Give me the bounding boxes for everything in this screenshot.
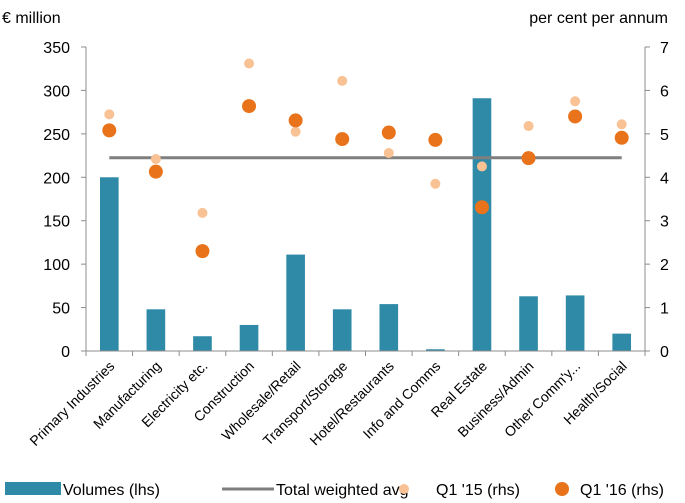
volume-bar: [239, 324, 259, 351]
right-tick-label: 0: [660, 344, 669, 361]
right-tick-label: 7: [660, 40, 669, 57]
left-tick-label: 0: [61, 344, 70, 361]
q1-15-point: [197, 207, 208, 218]
right-axis-unit-label: per cent per annum: [529, 10, 668, 27]
q1-16-point: [381, 125, 396, 140]
category-label: Primary Industries: [26, 358, 117, 449]
legend-label: Volumes (lhs): [63, 482, 160, 499]
q1-16-point: [474, 200, 489, 215]
q1-16-point: [428, 132, 443, 147]
left-tick-label: 350: [43, 40, 70, 57]
legend-label: Total weighted avg: [276, 482, 409, 499]
volume-bar: [472, 98, 492, 351]
left-tick-label: 50: [52, 301, 70, 318]
q1-16-point: [148, 164, 163, 179]
q1-15-point: [104, 109, 115, 120]
axis-frame: [81, 46, 650, 356]
left-tick-label: 200: [43, 170, 70, 187]
category-label: Wholesale/Retail: [218, 358, 304, 444]
q1-16-point: [242, 99, 257, 114]
q1-15-dots: [104, 58, 627, 218]
volume-bar: [193, 336, 212, 351]
q1-16-point: [568, 109, 583, 124]
q1-15-point: [570, 96, 581, 107]
volume-bar: [426, 349, 445, 351]
left-tick-label: 250: [43, 127, 70, 144]
category-label: Hotel/Restaurants: [306, 358, 397, 449]
q1-15-point: [150, 154, 161, 165]
q1-16-dots: [102, 99, 629, 259]
right-tick-label: 4: [660, 170, 669, 187]
volume-bar: [146, 309, 166, 351]
q1-15-point: [337, 75, 348, 86]
q1-15-point: [383, 147, 394, 158]
q1-15-point: [476, 161, 487, 172]
legend-q1-16-swatch: [555, 482, 569, 496]
right-tick-label: 2: [660, 257, 669, 274]
q1-16-point: [335, 132, 350, 147]
volume-bar: [99, 177, 119, 351]
q1-16-point: [288, 113, 303, 128]
volume-bar: [519, 296, 538, 351]
q1-16-point: [521, 151, 536, 166]
q1-15-point: [430, 178, 441, 189]
right-tick-label: 3: [660, 214, 669, 231]
q1-16-point: [102, 123, 117, 138]
q1-15-point: [523, 121, 534, 132]
q1-16-point: [195, 244, 210, 259]
left-axis-unit-label: € million: [2, 10, 61, 27]
legend-bar-swatch: [5, 482, 61, 495]
left-tick-label: 300: [43, 83, 70, 100]
q1-15-point: [244, 58, 255, 69]
left-tick-label: 150: [43, 214, 70, 231]
left-tick-label: 100: [43, 257, 70, 274]
q1-16-point: [614, 130, 629, 145]
legend-q1-15-swatch: [399, 484, 409, 494]
volume-bar: [286, 254, 305, 351]
category-labels: Primary IndustriesManufacturingElectrici…: [26, 358, 630, 449]
legend-label: Q1 '15 (rhs): [436, 482, 520, 499]
legend: Volumes (lhs) Total weighted avg Q1 '15 (r…: [5, 482, 664, 499]
right-axis: 0 1 2 3 4 5 6 7: [660, 40, 669, 361]
volumes-bars: [99, 98, 632, 351]
legend-label: Q1 '16 (rhs): [580, 482, 664, 499]
right-tick-label: 5: [660, 127, 669, 144]
q1-15-point: [616, 119, 627, 130]
category-label: Transport/Storage: [260, 358, 351, 449]
left-axis: 0 50 100 150 200 250 300 350: [43, 40, 70, 361]
volume-bar: [379, 304, 399, 351]
right-tick-label: 6: [660, 83, 669, 100]
right-tick-label: 1: [660, 301, 669, 318]
q1-15-point: [290, 126, 301, 137]
volume-bar: [612, 333, 632, 351]
volume-bar: [565, 295, 585, 351]
volume-bar: [332, 309, 352, 351]
